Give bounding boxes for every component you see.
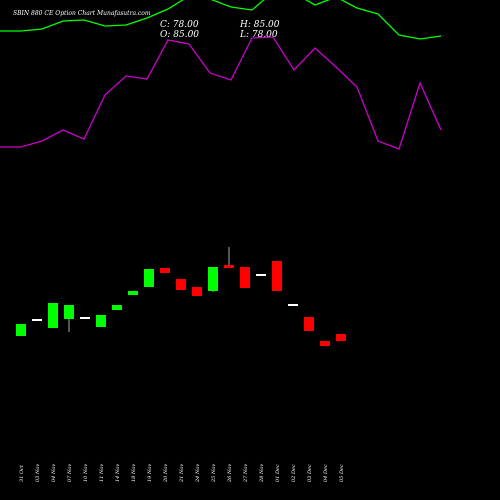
candle-body <box>240 267 250 288</box>
candle-body <box>96 315 106 327</box>
date-label: 20 Nov <box>163 464 169 483</box>
ohlc-high: H: 85.00 <box>239 20 280 30</box>
date-label: 11 Nov <box>99 464 105 482</box>
date-label: 26 Nov <box>227 464 233 483</box>
date-label: 27 Nov <box>243 464 249 483</box>
candle-body <box>320 341 330 346</box>
date-axis: 31 Oct 03 Nov 04 Nov 07 Nov 10 Nov 11 Nov 14 N… <box>19 464 345 483</box>
candle-body <box>128 291 138 295</box>
candle-body <box>80 317 90 319</box>
ohlc-low: L: 78.00 <box>239 30 278 40</box>
candle-body <box>64 305 74 319</box>
candle-body <box>208 267 218 291</box>
candle-body <box>224 265 234 268</box>
candle-body <box>336 334 346 341</box>
date-label: 01 Dec <box>275 464 281 482</box>
ohlc-close: C: 78.00 <box>160 20 199 30</box>
date-label: 03 Nov <box>35 464 41 482</box>
candle-body <box>288 304 298 306</box>
date-label: 10 Nov <box>83 464 89 482</box>
candle-body <box>304 317 314 331</box>
date-label: 04 Dec <box>323 464 329 482</box>
candle-body <box>256 274 266 276</box>
chart-title: SBIN 880 CE Option Chart Munafasutra.com <box>13 10 151 17</box>
candle-body <box>144 269 154 287</box>
date-label: 02 Dec <box>291 464 297 482</box>
date-label: 14 Nov <box>115 464 121 482</box>
candle-body <box>16 324 26 336</box>
date-label: 04 Nov <box>51 464 57 482</box>
date-label: 21 Nov <box>179 464 185 483</box>
date-label: 18 Nov <box>131 464 137 482</box>
candle-body <box>112 305 122 310</box>
lower-band-line <box>0 36 442 150</box>
ohlc-open: O: 85.00 <box>160 30 199 40</box>
candle-body <box>176 279 186 290</box>
candle-body <box>192 287 202 296</box>
date-label: 07 Nov <box>67 464 73 482</box>
date-label: 28 Nov <box>259 464 265 483</box>
candle-body <box>272 261 282 291</box>
candle-body <box>48 303 58 328</box>
date-label: 05 Dec <box>339 464 345 482</box>
candle-body <box>32 319 42 321</box>
date-label: 25 Nov <box>211 464 217 483</box>
candles-group <box>16 247 346 346</box>
date-label: 31 Oct <box>19 464 25 482</box>
candle-body <box>160 268 170 273</box>
date-label: 03 Dec <box>307 464 313 482</box>
upper-band-line <box>0 0 442 40</box>
date-label: 24 Nov <box>195 464 201 483</box>
date-label: 19 Nov <box>147 464 153 482</box>
